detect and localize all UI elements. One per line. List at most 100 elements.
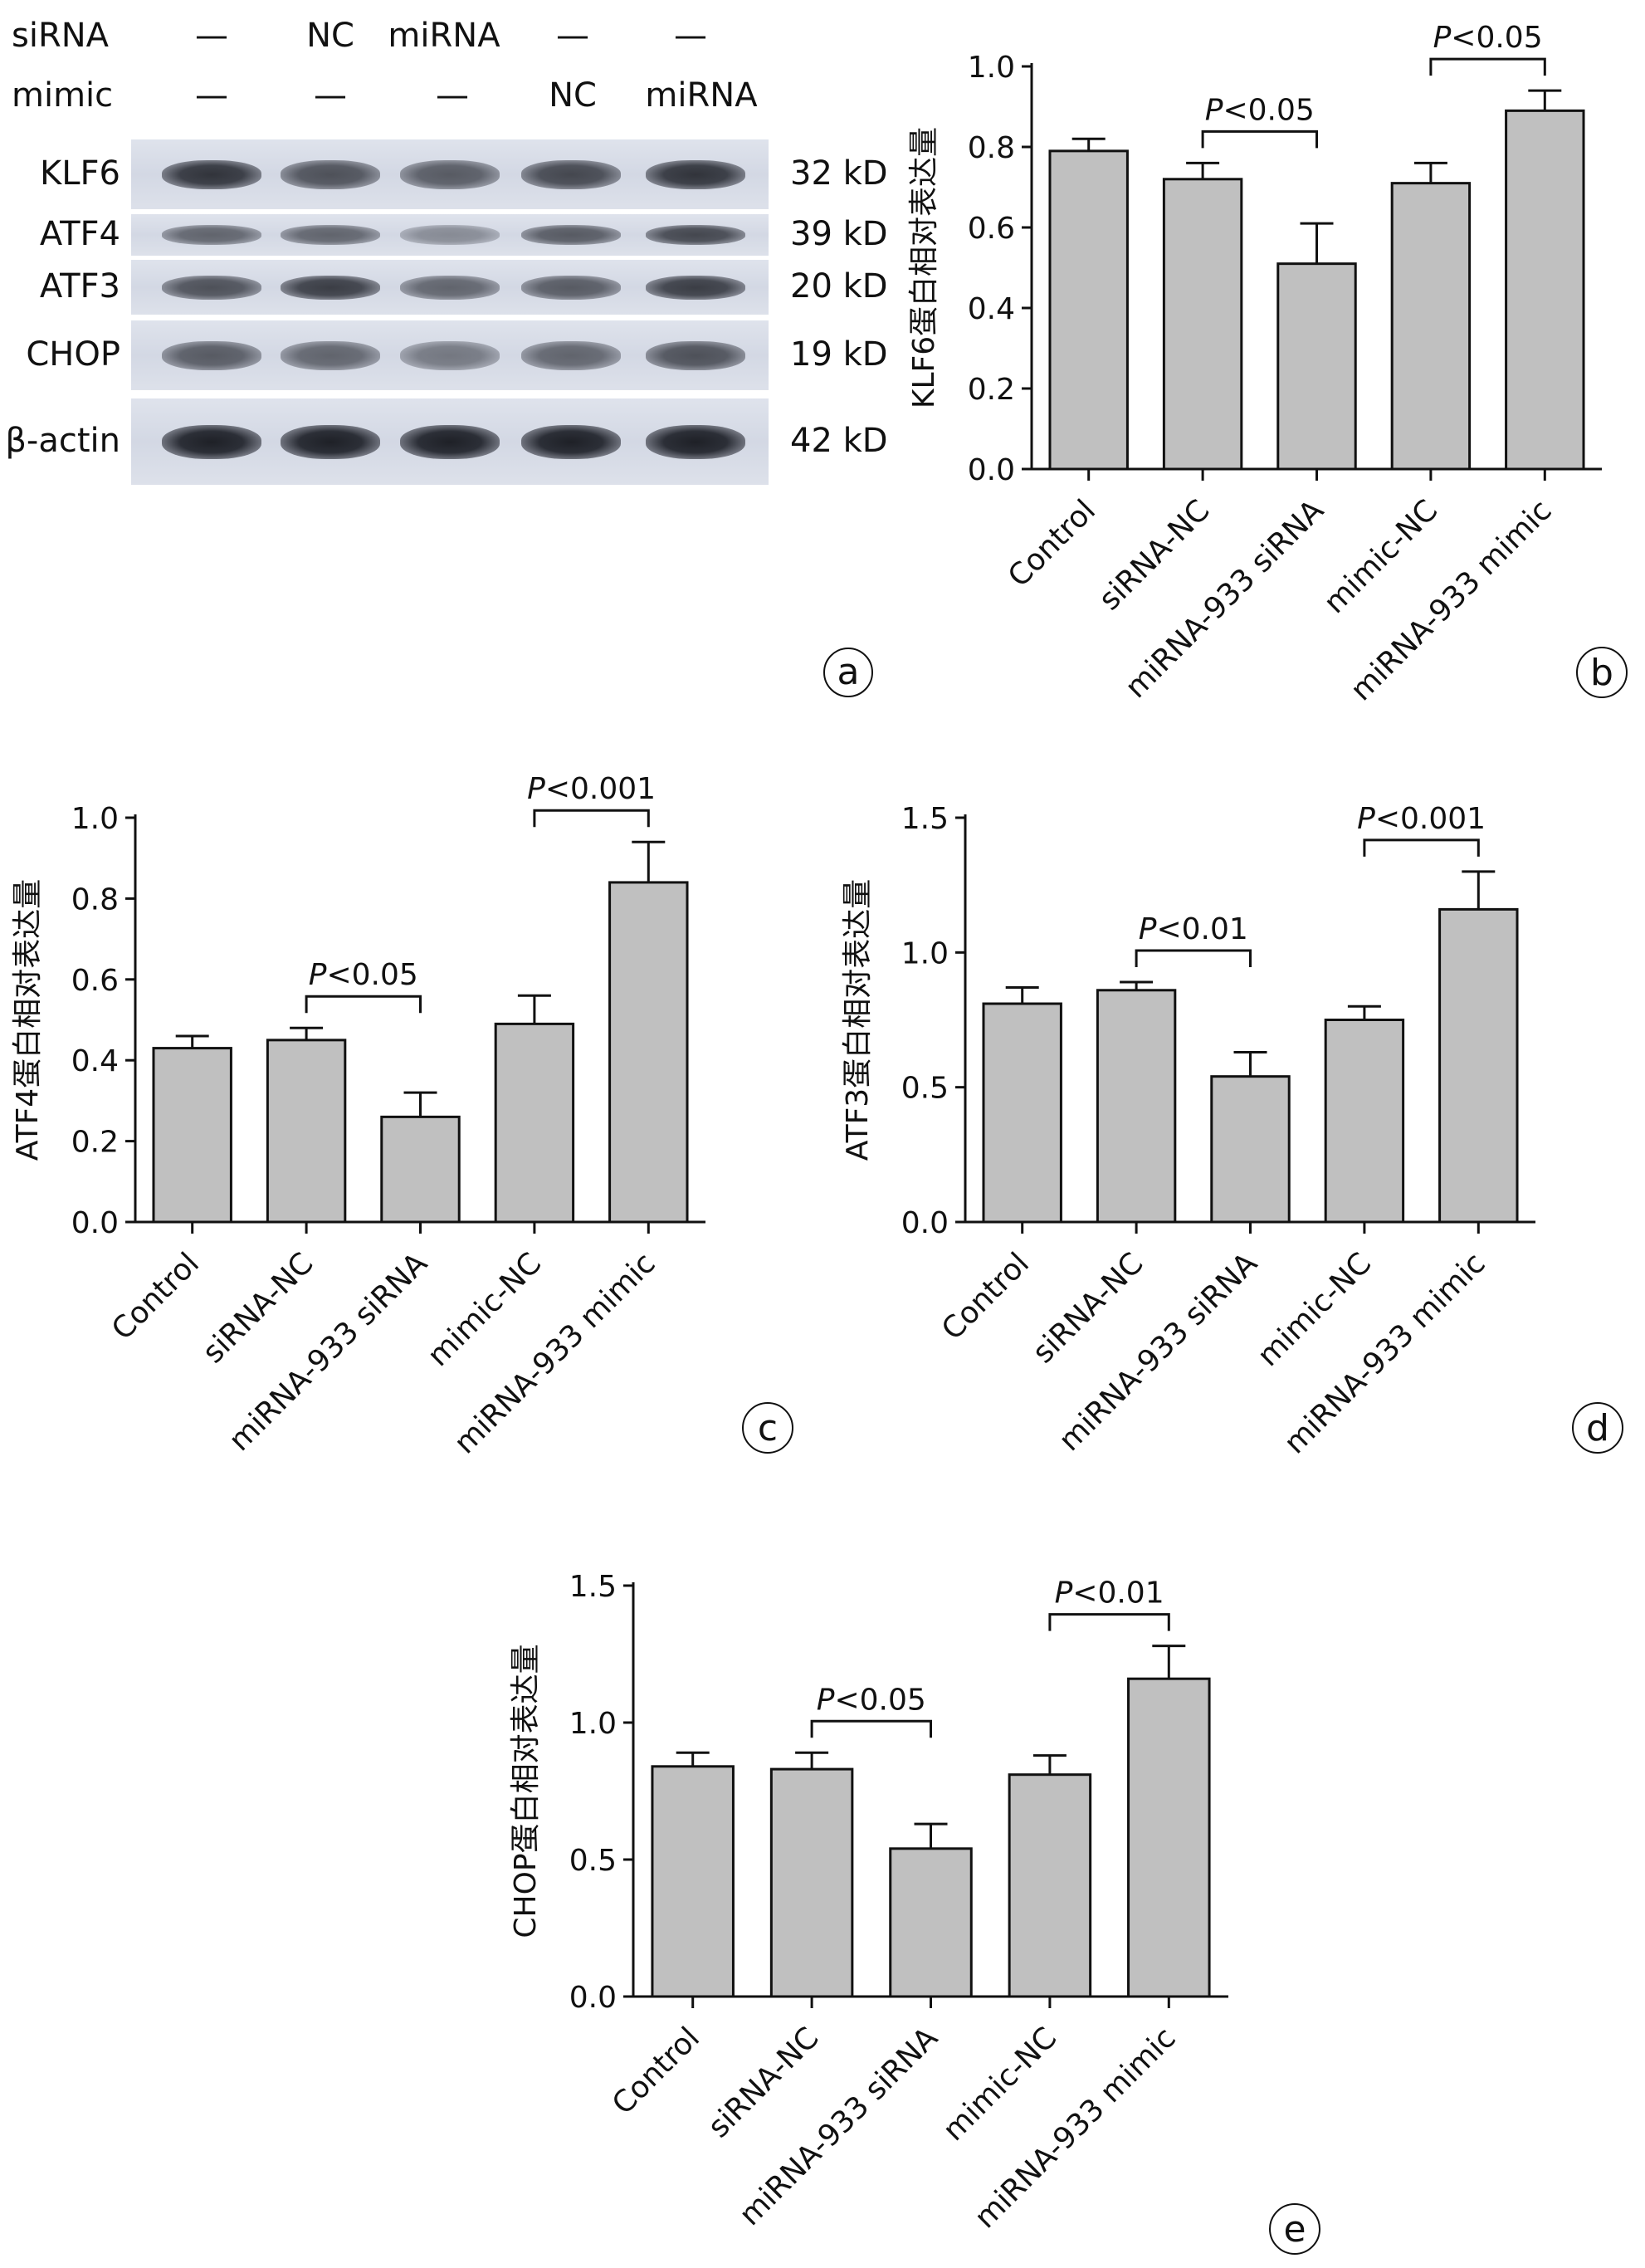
x-tick-label: miRNA-933 mimic bbox=[1345, 493, 1559, 707]
x-tick-label: mimic-NC bbox=[1318, 493, 1445, 620]
blot-band bbox=[281, 341, 380, 370]
x-tick-label: siRNA-NC bbox=[702, 2021, 826, 2144]
blot-row bbox=[131, 214, 769, 256]
panel-letter-circle bbox=[742, 1402, 793, 1454]
condition-value: — bbox=[314, 76, 347, 115]
y-tick-label: 0.8 bbox=[968, 131, 1015, 165]
significance-bracket bbox=[1201, 130, 1318, 149]
significance-bracket bbox=[1429, 57, 1546, 76]
condition-value: miRNA bbox=[388, 17, 500, 55]
y-tick-label: 1.5 bbox=[901, 802, 949, 836]
blot-band bbox=[521, 341, 621, 370]
blot-band bbox=[521, 160, 621, 189]
panel-letter: b bbox=[1590, 652, 1613, 694]
condition-value: miRNA bbox=[645, 76, 758, 115]
significance-bracket bbox=[1048, 1613, 1170, 1631]
blot-band bbox=[521, 425, 621, 459]
y-tick-label: 0.0 bbox=[968, 453, 1015, 487]
y-tick-label: 0.8 bbox=[71, 882, 119, 916]
panel-letter: c bbox=[758, 1407, 778, 1449]
blot-kd-label: 32 kD bbox=[790, 154, 888, 193]
x-tick-label: miRNA-933 mimic bbox=[969, 2021, 1183, 2235]
panel-letter: e bbox=[1283, 2208, 1306, 2251]
significance-bracket bbox=[305, 995, 422, 1014]
y-tick-label: 0.4 bbox=[71, 1044, 119, 1078]
blot-band bbox=[281, 276, 380, 300]
chart-panel-d: 0.00.51.01.5ATF3蛋白相对表达量ControlsiRNA-NCmi… bbox=[841, 802, 1623, 1460]
x-tick-label: siRNA-NC bbox=[197, 1246, 320, 1370]
y-tick-label: 0.6 bbox=[71, 964, 119, 998]
panel-letter-circle bbox=[1269, 2203, 1320, 2255]
x-tick-label: Control bbox=[1002, 493, 1102, 594]
x-tick-label: miRNA-933 siRNA bbox=[1052, 1246, 1264, 1458]
y-tick-label: 1.5 bbox=[569, 1570, 617, 1604]
y-tick-label: 1.0 bbox=[71, 802, 119, 836]
y-tick-label: 0.2 bbox=[71, 1126, 119, 1160]
blot-band bbox=[400, 341, 500, 370]
significance-label: P<0.01 bbox=[1055, 1576, 1164, 1611]
bar bbox=[889, 1847, 973, 1998]
y-axis-label: CHOP蛋白相对表达量 bbox=[509, 1644, 543, 1938]
x-tick-label: siRNA-NC bbox=[1027, 1246, 1150, 1370]
significance-label: P<0.001 bbox=[527, 772, 656, 806]
bar bbox=[1096, 989, 1177, 1224]
x-tick-label: siRNA-NC bbox=[1093, 493, 1217, 617]
x-tick-label: Control bbox=[935, 1246, 1036, 1347]
blot-band bbox=[521, 225, 621, 245]
bar bbox=[651, 1765, 735, 1998]
blot-kd-label: 39 kD bbox=[790, 215, 888, 253]
blot-kd-label: 42 kD bbox=[790, 422, 888, 460]
y-tick-label: 0.4 bbox=[968, 292, 1015, 326]
blot-band bbox=[521, 276, 621, 300]
panel-letter-circle bbox=[1572, 1402, 1623, 1454]
significance-bracket bbox=[1363, 838, 1480, 857]
bar bbox=[1276, 262, 1357, 471]
x-tick-label: miRNA-933 siRNA bbox=[222, 1246, 434, 1458]
blot-protein-label: KLF6 bbox=[40, 154, 120, 193]
condition-value: — bbox=[195, 17, 228, 55]
significance-bracket bbox=[1135, 949, 1252, 968]
blot-band bbox=[646, 341, 745, 370]
bar bbox=[380, 1115, 461, 1224]
blot-kd-label: 19 kD bbox=[790, 335, 888, 374]
blot-row bbox=[131, 139, 769, 209]
bar bbox=[1048, 149, 1129, 471]
condition-label-sirna: siRNA bbox=[12, 17, 110, 55]
significance-bracket bbox=[533, 809, 650, 828]
blot-band bbox=[162, 341, 261, 370]
blot-protein-label: ATF4 bbox=[39, 215, 120, 253]
blot-row bbox=[131, 398, 769, 485]
x-tick-label: miRNA-933 mimic bbox=[1278, 1246, 1492, 1460]
blot-band bbox=[646, 425, 745, 459]
significance-label: P<0.01 bbox=[1139, 912, 1248, 946]
blot-band bbox=[162, 425, 261, 459]
blot-band bbox=[646, 276, 745, 300]
y-tick-label: 0.5 bbox=[901, 1072, 949, 1106]
blot-protein-label: β-actin bbox=[5, 422, 120, 460]
x-tick-label: miRNA-933 siRNA bbox=[1119, 493, 1330, 705]
bar bbox=[494, 1022, 575, 1224]
y-tick-label: 0.5 bbox=[569, 1844, 617, 1878]
bar bbox=[1438, 907, 1519, 1224]
blot-band bbox=[400, 160, 500, 189]
chart-panel-e: 0.00.51.01.5CHOP蛋白相对表达量ControlsiRNA-NCmi… bbox=[509, 1570, 1320, 2255]
condition-value: — bbox=[195, 76, 228, 115]
x-tick-label: mimic-NC bbox=[422, 1246, 549, 1373]
blot-band bbox=[646, 225, 745, 245]
panel-letter-a: a bbox=[823, 648, 873, 697]
bar bbox=[1210, 1075, 1291, 1224]
blot-band bbox=[400, 276, 500, 300]
bar bbox=[1127, 1677, 1211, 1998]
blot-band bbox=[400, 225, 500, 245]
x-tick-label: miRNA-933 mimic bbox=[448, 1246, 662, 1460]
significance-bracket bbox=[810, 1719, 932, 1738]
blot-band bbox=[281, 225, 380, 245]
blot-row bbox=[131, 320, 769, 390]
x-tick-label: mimic-NC bbox=[937, 2021, 1064, 2148]
y-tick-label: 1.0 bbox=[569, 1707, 617, 1741]
y-tick-label: 1.0 bbox=[968, 51, 1015, 85]
y-axis-label: KLF6蛋白相对表达量 bbox=[907, 127, 941, 408]
bar bbox=[1324, 1019, 1405, 1224]
significance-label: P<0.05 bbox=[817, 1683, 926, 1717]
x-tick-label: miRNA-933 siRNA bbox=[733, 2021, 945, 2232]
